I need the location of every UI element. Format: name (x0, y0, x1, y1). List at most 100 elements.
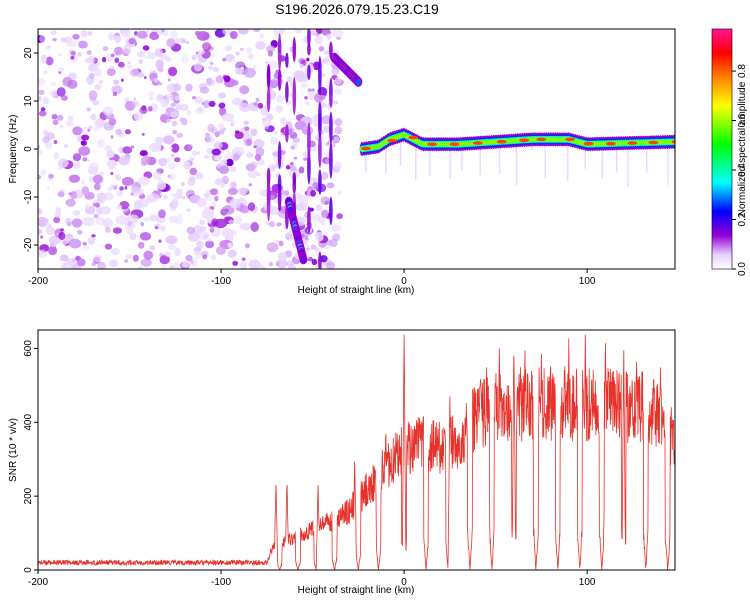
spectrogram-carrier-peak (565, 137, 575, 142)
spectrogram-streak (318, 169, 322, 195)
spectrogram-streak (318, 132, 322, 168)
spectrogram-noise-cell (331, 67, 340, 76)
spectrogram-noise-cell (303, 157, 308, 161)
spectrogram-noise-cell (53, 216, 61, 223)
spectrogram-noise-cell (305, 101, 310, 106)
spectrogram-noise-cell (40, 235, 44, 239)
spectrogram-noise-cell (336, 213, 343, 220)
spectrogram-noise-cell (227, 187, 238, 195)
spectrogram-noise-cell (45, 142, 53, 149)
spectrogram-streak (266, 181, 271, 222)
spectrogram-noise-cell (323, 125, 330, 133)
spectrogram-heatmap (38, 29, 675, 269)
spectrogram-noise-cell (50, 81, 57, 87)
spectrogram-noise-cell (93, 125, 101, 132)
spectrogram-noise-cell (102, 217, 113, 228)
spectrogram-noise-cell (181, 261, 190, 268)
spectrogram-xtick-label: 100 (579, 276, 596, 287)
spectrogram-streak (266, 87, 271, 113)
spectrogram-noise-cell (157, 30, 163, 36)
spectrogram-noise-cell (274, 131, 278, 135)
spectrogram-noise-cell (87, 31, 93, 36)
spectrogram-noise-cell (164, 251, 171, 257)
spectrogram-carrier-peak (408, 135, 419, 140)
spectrogram-noise-cell (203, 99, 210, 109)
spectrogram-noise-cell (264, 220, 269, 225)
spectrogram-noise-cell (71, 218, 83, 228)
spectrogram-noise-cell (55, 207, 62, 214)
snr-xtick-label: -200 (28, 577, 48, 588)
spectrogram-noise-cell (110, 135, 114, 139)
spectrogram-noise-cell (276, 222, 282, 227)
spectrogram-noise-cell (124, 129, 131, 135)
spectrogram-noise-cell (93, 183, 101, 191)
spectrogram-noise-cell (158, 239, 162, 243)
spectrogram-noise-cell (227, 242, 233, 248)
colorbar: 0.0 0.2 0.4 0.6 0.8 Normalized spectral ampl… (711, 28, 748, 276)
spectrogram-noise-cell (87, 236, 96, 245)
spectrogram-noise-cell (253, 102, 259, 107)
spectrogram-noise-cell (222, 29, 232, 36)
spectrogram-carrier-leak (667, 142, 669, 185)
spectrogram-noise-cell (78, 40, 88, 49)
spectrogram-carrier-peak (496, 139, 507, 144)
spectrogram-noise-cell (137, 176, 150, 186)
spectrogram-noise-cell (171, 120, 178, 127)
spectrogram-noise-cell (240, 66, 245, 71)
spectrogram-streak (307, 43, 311, 56)
spectrogram-noise-cell (222, 127, 227, 131)
spectrogram-noise-cell (68, 174, 80, 183)
spectrogram-noise-cell (126, 214, 139, 224)
spectrogram-noise-cell (270, 136, 278, 145)
spectrogram-noise-cell (204, 208, 215, 218)
spectrogram-noise-cell (195, 107, 205, 115)
spectrogram-noise-cell (78, 146, 91, 156)
spectrogram-noise-cell (298, 166, 305, 174)
spectrogram-noise-cell (77, 258, 86, 267)
spectrogram-noise-cell (38, 249, 47, 258)
spectrogram-noise-cell (80, 30, 88, 38)
spectrogram-noise-cell (306, 247, 311, 251)
spectrogram-carrier-leak (584, 141, 586, 169)
spectrogram-noise-cell (248, 53, 254, 60)
spectrogram-noise-cell (174, 247, 181, 256)
spectrogram-noise-cell (141, 155, 150, 166)
spectrogram-noise-cell (218, 102, 226, 109)
spectrogram-noise-cell (115, 174, 122, 181)
spectrogram-noise-cell (61, 262, 73, 269)
spectrogram-noise-cell (206, 147, 213, 155)
spectrogram-carrier-leak (616, 143, 618, 173)
spectrogram-noise-cell (102, 106, 114, 116)
spectrogram-noise-cell (226, 158, 234, 167)
spectrogram-noise-cell (38, 89, 45, 96)
spectrogram-carrier-leak (449, 144, 451, 179)
spectrogram-noise-cell (93, 254, 102, 263)
spectrogram-noise-cell (72, 126, 83, 136)
spectrogram-carrier-peak (671, 140, 675, 144)
spectrogram-noise-cell (133, 112, 144, 121)
spectrogram-noise-cell (90, 113, 97, 121)
spectrogram-noise-cell (137, 50, 146, 58)
spectrogram-noise-cell (232, 260, 239, 266)
chart-title: S196.2026.079.15.23.C19 (275, 1, 439, 17)
spectrogram-noise-cell (218, 165, 230, 174)
spectrogram-noise-cell (82, 242, 87, 246)
spectrogram-noise-cell (105, 227, 112, 233)
spectrogram-noise-cell (57, 191, 65, 198)
spectrogram-noise-cell (113, 79, 120, 85)
spectrogram-noise-cell (185, 83, 193, 92)
spectrogram-noise-cell (334, 88, 342, 95)
spectrogram-noise-cell (174, 95, 180, 102)
spectrogram-carrier-peak (387, 138, 398, 143)
colorbar-gradient (711, 28, 733, 270)
snr-ytick-label: 0 (23, 567, 34, 573)
spectrogram-noise-cell (315, 33, 320, 37)
spectrogram-noise-cell (223, 75, 231, 83)
spectrogram-noise-cell (173, 261, 181, 269)
spectrogram-noise-cell (139, 106, 148, 115)
spectrogram-noise-cell (121, 29, 131, 38)
spectrogram-noise-cell (170, 111, 180, 119)
spectrogram-ytick-label: -20 (23, 237, 34, 252)
spectrogram-noise-cell (93, 213, 99, 219)
